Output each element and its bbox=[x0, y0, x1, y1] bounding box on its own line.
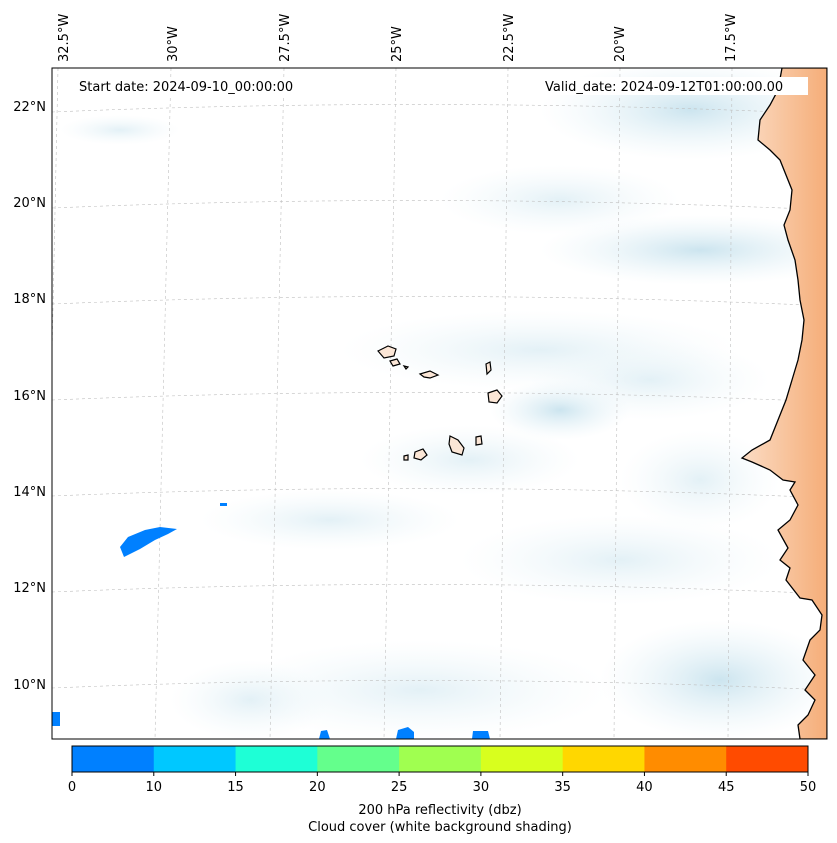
reflectivity-cell-large bbox=[120, 527, 177, 557]
colorbar-tick-label: 10 bbox=[146, 780, 163, 795]
lat-label: 22°N bbox=[13, 100, 46, 115]
island-sal bbox=[485, 361, 492, 376]
island-boa-vista bbox=[487, 389, 503, 404]
colorbar-ticks: 0 10 15 20 25 30 35 40 45 50 bbox=[68, 772, 816, 795]
colorbar-cell bbox=[153, 746, 237, 772]
valid-date-text: Valid_date: 2024-09-12T01:00:00.00 bbox=[545, 80, 783, 95]
island-maio bbox=[475, 435, 483, 446]
island-santa-luzia bbox=[402, 365, 410, 370]
colorbar-tick-label: 0 bbox=[68, 780, 76, 795]
colorbar-label: 200 hPa reflectivity (dbz) bbox=[358, 803, 521, 818]
lat-label: 16°N bbox=[13, 389, 46, 404]
start-date-text: Start date: 2024-09-10_00:00:00 bbox=[79, 80, 293, 95]
colorbar-tick-label: 25 bbox=[391, 780, 408, 795]
lat-label: 10°N bbox=[13, 678, 46, 693]
island-brava bbox=[403, 454, 409, 461]
map-frame bbox=[51, 67, 828, 740]
reflectivity-patches bbox=[52, 503, 490, 739]
colorbar-cell bbox=[562, 746, 645, 772]
graticule bbox=[52, 68, 827, 739]
cloud-cover-shading bbox=[60, 68, 827, 739]
colorbar-cell bbox=[480, 746, 564, 772]
colorbar-tick-label: 30 bbox=[473, 780, 490, 795]
island-santo-antao bbox=[377, 345, 397, 359]
map-content bbox=[52, 68, 827, 739]
latitude-labels: 22°N 20°N 18°N 16°N 14°N 12°N 10°N bbox=[13, 100, 46, 693]
start-date-box bbox=[74, 77, 314, 95]
colorbar-cell bbox=[726, 746, 809, 772]
colorbar-cell bbox=[317, 746, 400, 772]
colorbar-tick-label: 20 bbox=[309, 780, 326, 795]
lon-label: 17.5°W bbox=[724, 14, 739, 62]
lat-label: 20°N bbox=[13, 196, 46, 211]
colorbar-tick-label: 45 bbox=[718, 780, 735, 795]
lat-label: 12°N bbox=[13, 581, 46, 596]
africa-land bbox=[740, 68, 827, 739]
lat-label: 18°N bbox=[13, 292, 46, 307]
valid-date-box bbox=[540, 77, 808, 95]
lon-label: 22.5°W bbox=[502, 14, 517, 62]
island-sao-vicente bbox=[389, 358, 401, 367]
reflectivity-cell-edge bbox=[52, 712, 60, 726]
reflectivity-cell-small bbox=[220, 503, 227, 506]
colorbar: 0 10 15 20 25 30 35 40 45 50 200 hPa reflectivity… bbox=[68, 745, 816, 835]
colorbar-frame bbox=[71, 745, 809, 773]
lat-label: 14°N bbox=[13, 485, 46, 500]
lon-label: 32.5°W bbox=[57, 14, 72, 62]
colorbar-tick-label: 40 bbox=[636, 780, 653, 795]
lon-label: 20°W bbox=[613, 26, 628, 62]
island-fogo bbox=[413, 448, 428, 461]
lon-label: 27.5°W bbox=[278, 14, 293, 62]
reflectivity-cell-bottom-2 bbox=[396, 727, 414, 739]
colorbar-cell bbox=[235, 746, 318, 772]
island-sao-nicolau bbox=[418, 370, 440, 379]
lon-label: 30°W bbox=[166, 26, 181, 62]
colorbar-cells bbox=[72, 746, 809, 772]
colorbar-tick-label: 35 bbox=[554, 780, 571, 795]
island-santiago bbox=[448, 435, 465, 456]
reflectivity-cell-bottom-1 bbox=[319, 730, 330, 739]
cape-verde-islands bbox=[377, 345, 503, 461]
colorbar-tick-label: 50 bbox=[800, 780, 817, 795]
lon-label: 25°W bbox=[390, 26, 405, 62]
longitude-labels: 32.5°W 30°W 27.5°W 25°W 22.5°W 20°W 17.5… bbox=[57, 14, 739, 62]
colorbar-cell bbox=[72, 746, 155, 772]
colorbar-cell bbox=[399, 746, 482, 772]
colorbar-tick-label: 15 bbox=[227, 780, 244, 795]
reflectivity-cell-bottom-3 bbox=[472, 731, 490, 739]
colorbar-cell bbox=[644, 746, 727, 772]
colorbar-sublabel: Cloud cover (white background shading) bbox=[308, 820, 572, 835]
